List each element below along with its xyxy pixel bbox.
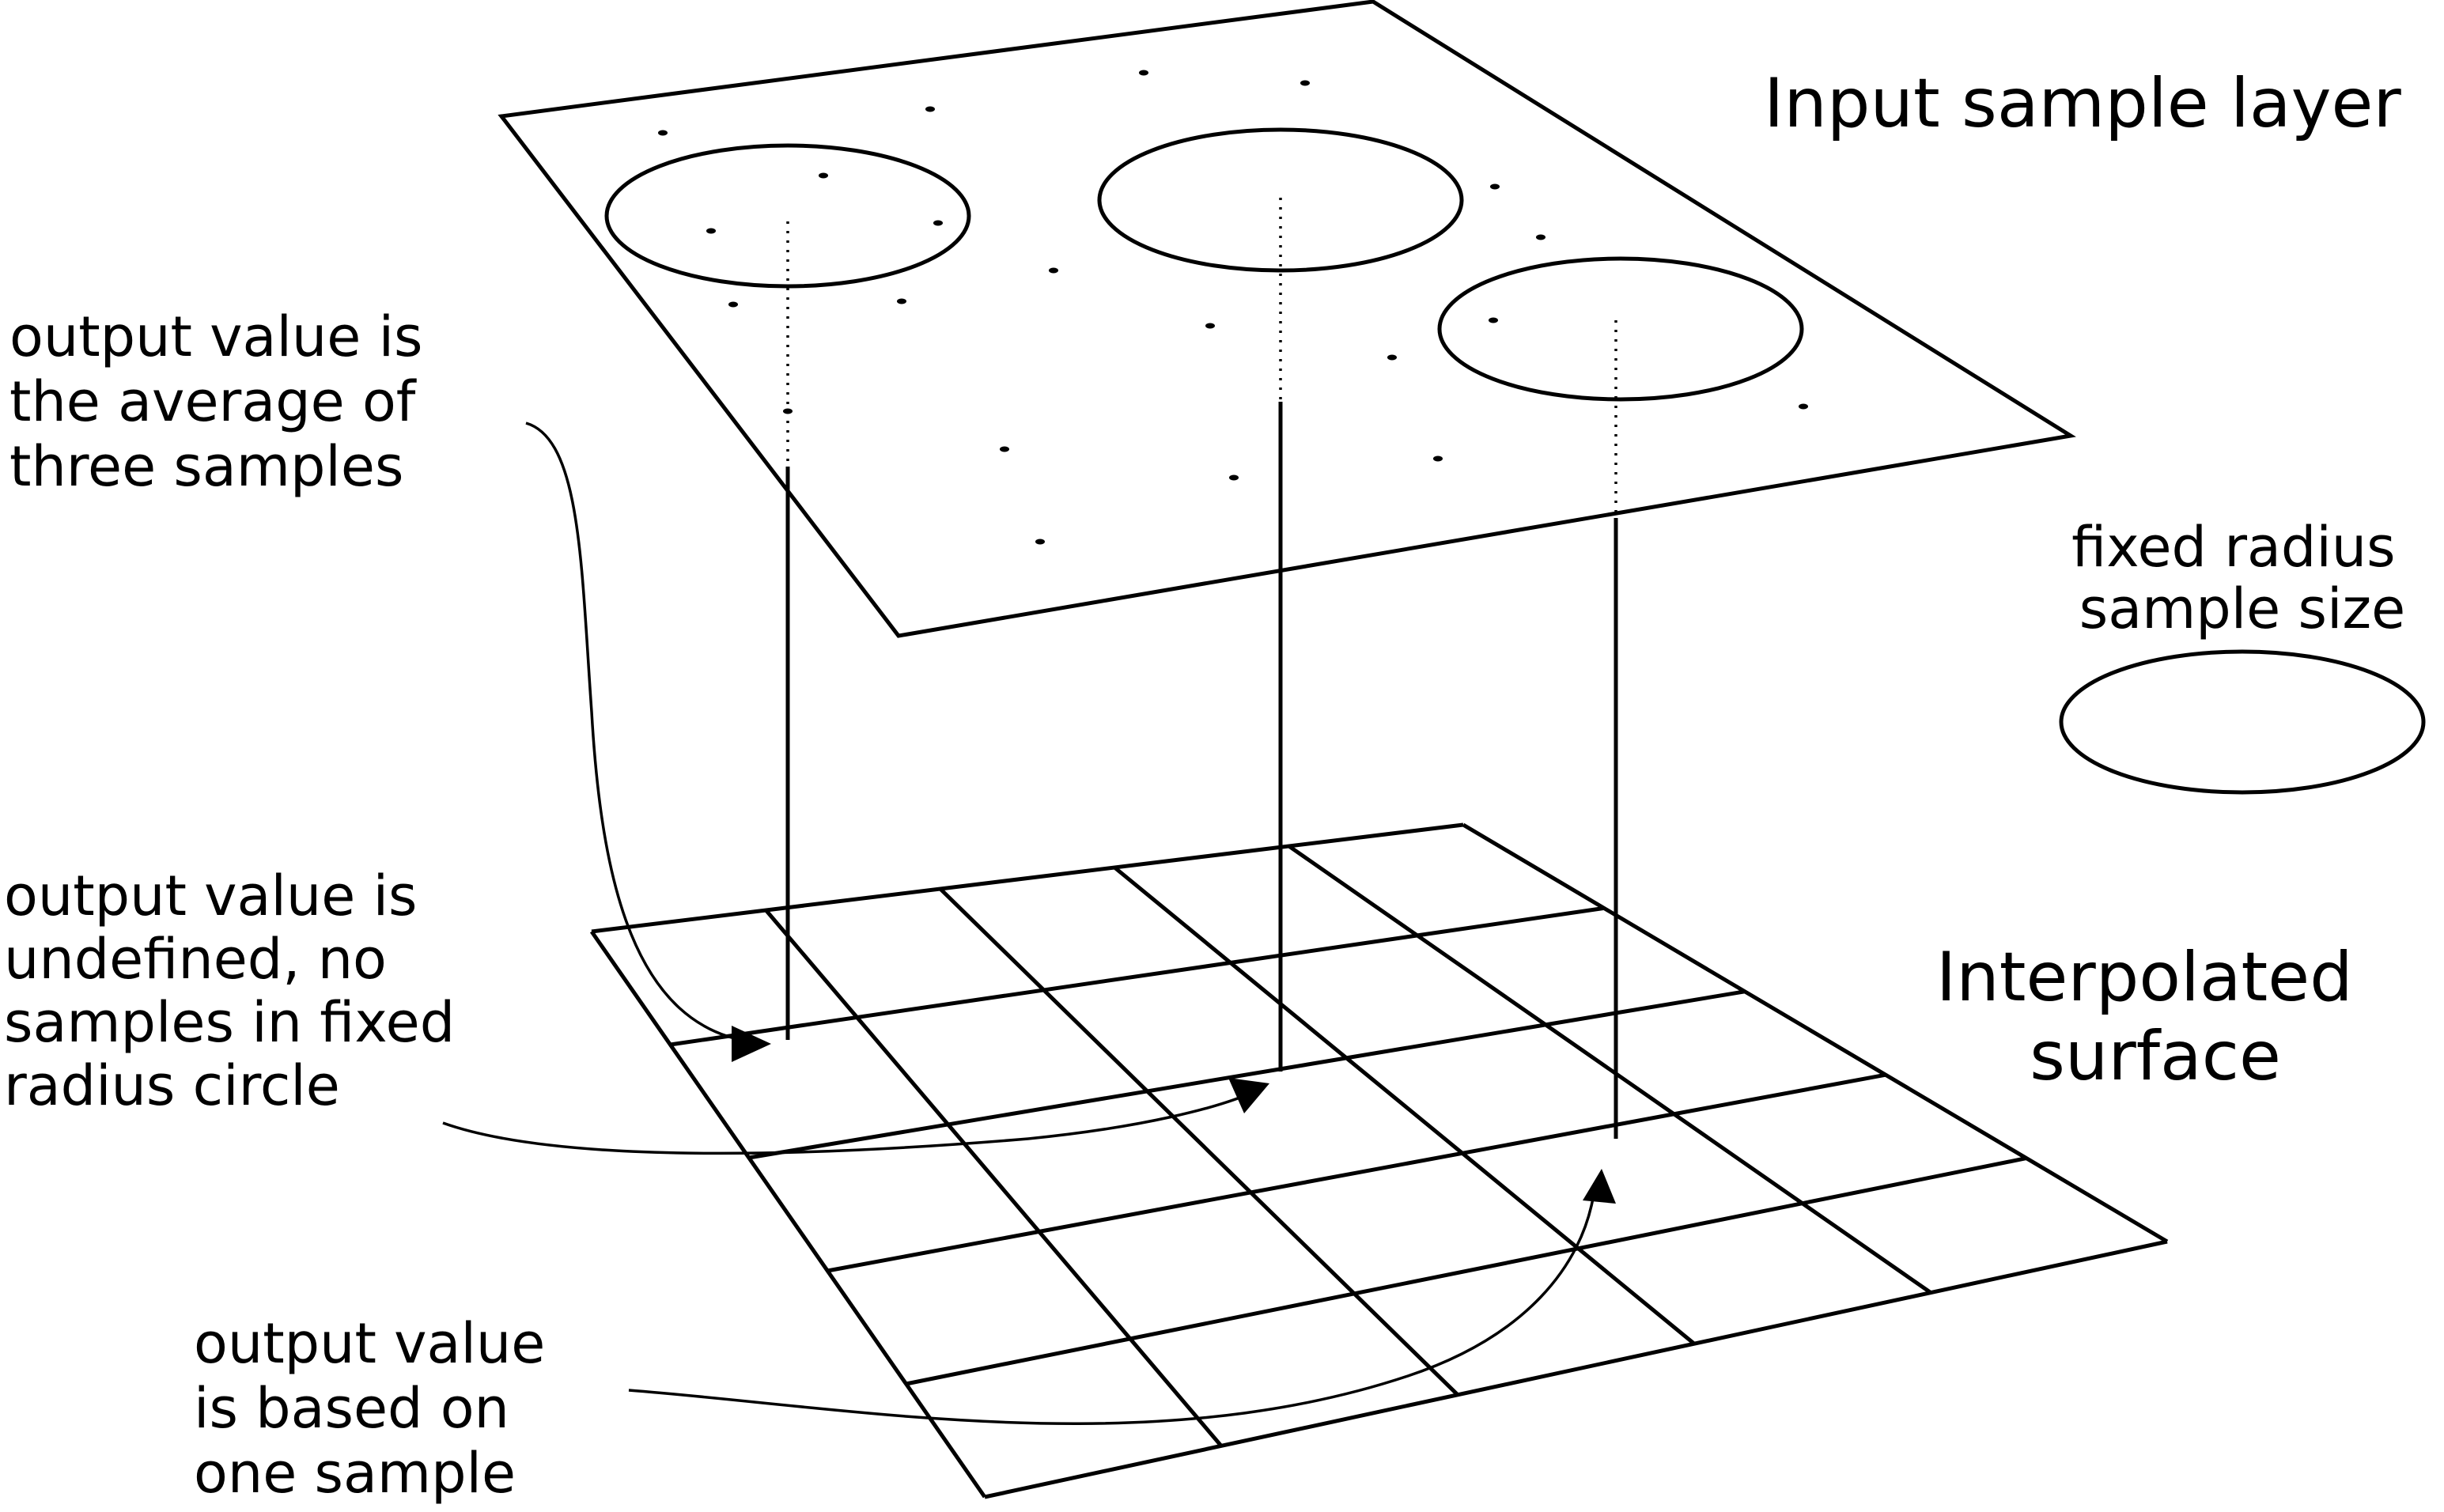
sample-point-7 — [706, 228, 716, 234]
surface-grid — [589, 822, 2169, 1499]
sample-point-20 — [1536, 234, 1545, 240]
sample-point-15 — [1799, 403, 1808, 410]
sample-circle-right — [1437, 256, 1804, 402]
sample-point-8 — [1049, 267, 1058, 274]
interpolated-surface-line-2: surface — [2030, 1017, 2281, 1096]
sample-point-10 — [897, 298, 906, 304]
grid-line-row-1 — [670, 905, 1605, 1047]
one-sample-line-2: is based on — [194, 1376, 509, 1441]
input-sample-layer — [498, 0, 2076, 638]
sample-point-5 — [819, 172, 828, 179]
arrowhead-average-of-three — [732, 1026, 771, 1062]
grid-line-column-0 — [589, 930, 987, 1499]
input-layer-plane — [498, 0, 2076, 638]
undefined-line-2: undefined, no — [4, 927, 387, 992]
interpolated-surface-title: Interpolated surface — [1936, 938, 2374, 1096]
grid-line-row-3 — [827, 1072, 1886, 1273]
sample-point-2 — [925, 106, 935, 112]
grid-line-column-1 — [764, 909, 1223, 1448]
sample-point-17 — [1000, 446, 1009, 452]
sample-point-9 — [728, 301, 738, 308]
grid-line-column-4 — [1288, 844, 1932, 1295]
one-sample-line-1: output value — [194, 1311, 545, 1376]
sample-point-4 — [1300, 80, 1310, 86]
sample-point-14 — [1387, 354, 1397, 361]
projection-lines — [785, 402, 1618, 1139]
average-of-three-line-3: three samples — [9, 434, 403, 499]
radius-legend-circle — [2059, 649, 2426, 795]
sample-circle-middle — [1097, 127, 1464, 273]
radius-legend-line-1: fixed radius — [2071, 515, 2396, 580]
grid-line-column-5 — [1462, 822, 2169, 1244]
average-of-three-line-1: output value is — [9, 304, 423, 369]
sample-point-3 — [1139, 70, 1148, 76]
sample-point-6 — [933, 220, 943, 226]
sample-point-1 — [658, 130, 668, 136]
arrow-one-sample — [628, 1193, 1595, 1425]
average-of-three-label: output value is the average of three sam… — [9, 304, 441, 499]
sample-point-18 — [1229, 474, 1239, 481]
one-sample-line-3: one sample — [194, 1441, 516, 1506]
arrow-undefined — [442, 1092, 1250, 1155]
sample-point-16 — [1433, 455, 1443, 462]
interpolated-surface-line-1: Interpolated — [1936, 938, 2353, 1017]
arrowhead-one-sample — [1583, 1169, 1616, 1204]
sample-point-12 — [1490, 183, 1500, 190]
sample-point-19 — [1035, 539, 1045, 545]
grid-line-row-0 — [591, 822, 1464, 934]
radius-legend: fixed radius sample size — [2059, 515, 2426, 795]
arrow-average-of-three — [525, 421, 756, 1044]
one-sample-label: output value is based on one sample — [194, 1311, 563, 1506]
arrowhead-undefined — [1228, 1078, 1269, 1113]
grid-line-row-5 — [984, 1239, 2168, 1499]
grid-line-column-3 — [1113, 866, 1696, 1346]
grid-line-row-4 — [906, 1156, 2027, 1386]
interpolated-surface — [589, 822, 2169, 1499]
sample-point-11 — [1205, 323, 1215, 329]
average-of-three-line-2: the average of — [9, 369, 417, 434]
undefined-line-1: output value is — [4, 864, 418, 928]
sample-circle-left — [604, 143, 971, 289]
grid-line-column-2 — [939, 887, 1459, 1397]
undefined-line-3: samples in fixed — [4, 990, 455, 1055]
undefined-label: output value is undefined, no samples in… — [4, 864, 472, 1118]
radius-legend-line-2: sample size — [2079, 576, 2405, 641]
grid-line-row-2 — [748, 989, 1746, 1160]
input-layer-title: Input sample layer — [1764, 64, 2401, 143]
sample-points — [658, 70, 1808, 545]
sample-point-13 — [1489, 317, 1498, 323]
callout-arrows — [442, 421, 1616, 1425]
radius-legend-label: fixed radius sample size — [2071, 515, 2413, 641]
undefined-line-4: radius circle — [4, 1053, 340, 1118]
